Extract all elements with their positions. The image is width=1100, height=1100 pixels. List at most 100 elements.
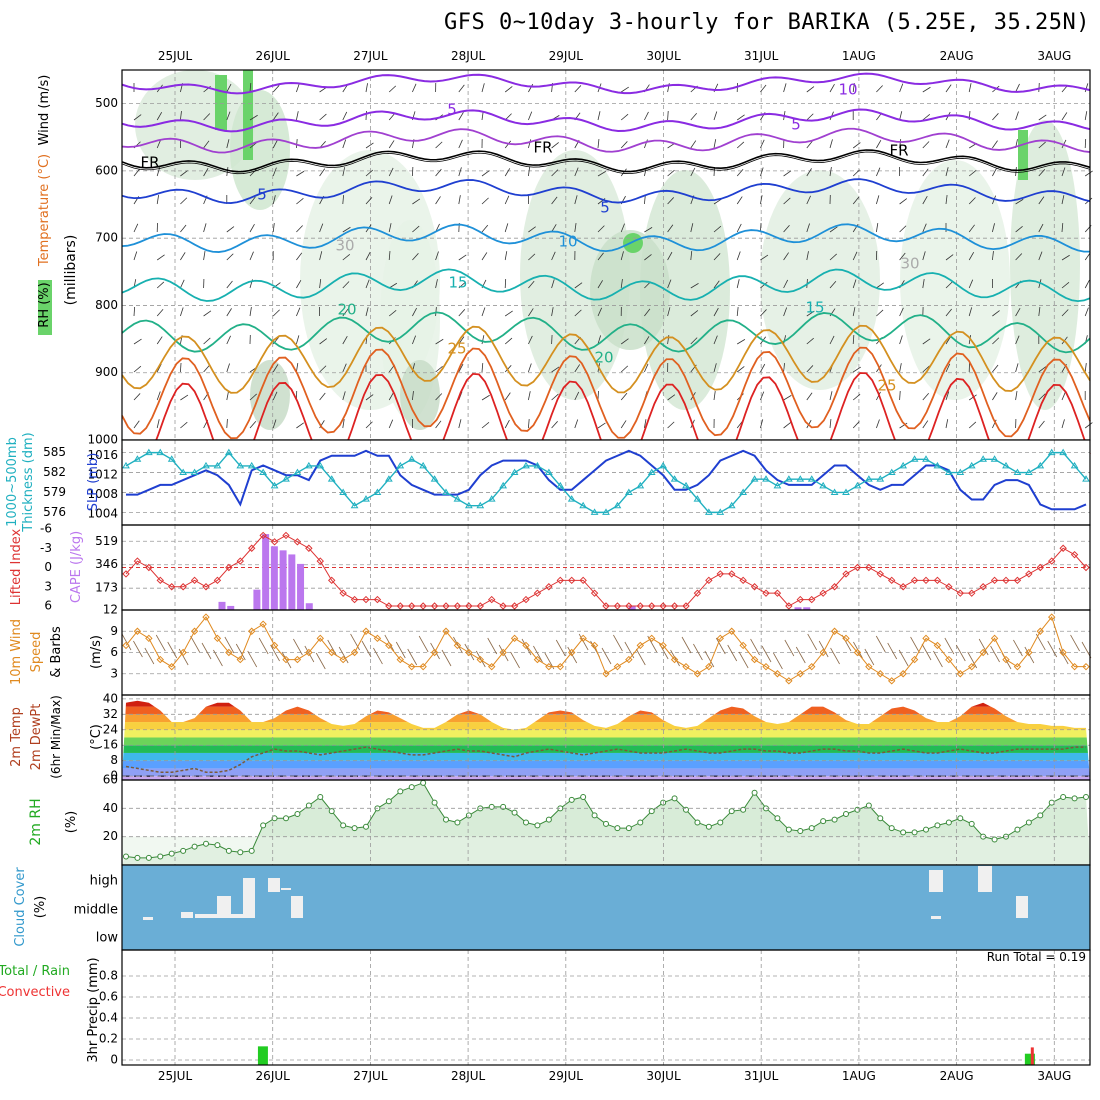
wind-barb (690, 223, 694, 233)
wind-barb (133, 393, 141, 401)
wind-barb (296, 198, 304, 205)
thickness-point (259, 468, 268, 476)
wind-barb (1038, 196, 1045, 205)
wind-barb (736, 196, 743, 205)
wind-barb (156, 281, 165, 289)
cloud-block (217, 896, 231, 918)
thickness-point (579, 501, 588, 509)
wind-barb (272, 85, 280, 93)
cape-bar (227, 605, 235, 610)
wind-barb (319, 338, 328, 345)
wind-barb (968, 197, 976, 205)
wind-barb (528, 111, 533, 121)
wind-barb (481, 224, 489, 233)
wind-barb (435, 306, 437, 317)
lifted-index-point (225, 563, 233, 572)
wind-barb (899, 335, 903, 345)
wind-barb (899, 252, 906, 261)
wind-barb (412, 83, 417, 93)
axis-label: (m/s) (89, 635, 104, 669)
wind-barb-10m (224, 636, 235, 654)
temp-band (122, 729, 1090, 738)
wind-barb (1038, 223, 1044, 233)
wind-barb (412, 198, 421, 205)
wind-barb (180, 111, 182, 121)
wind-barb (342, 336, 348, 345)
wind-barb (203, 337, 211, 345)
wind-barb (296, 111, 299, 121)
lifted-index-point (1048, 557, 1056, 565)
wind-barb-10m (453, 636, 463, 654)
wind-barb (1061, 112, 1068, 121)
wind-barb (620, 141, 628, 149)
wind-barb (481, 307, 486, 317)
wind-barb-10m (830, 647, 840, 665)
tick-label: 60 (103, 773, 118, 787)
wind-barb (249, 307, 252, 317)
lifted-index-point (282, 531, 290, 540)
lifted-index-point (339, 589, 347, 597)
wind-barb (922, 141, 930, 149)
lifted-index-point (636, 602, 644, 610)
lifted-index-point (488, 595, 496, 604)
wind-speed-point (762, 662, 770, 671)
wind-barb (992, 310, 1000, 317)
wind-barb (504, 223, 509, 233)
wind-barb (574, 167, 579, 177)
wind-barb (922, 392, 930, 401)
wind-barb (829, 139, 833, 149)
wind-speed-point (122, 641, 130, 650)
thickness-point (967, 461, 976, 469)
rh-point (157, 853, 164, 860)
wind-speed-point (259, 620, 267, 628)
wind-speed-point (396, 655, 404, 664)
wind-barb (852, 366, 861, 373)
wind-barb (644, 336, 650, 345)
wind-barb-10m (693, 643, 703, 661)
axis-label: Lifted Index (9, 528, 24, 605)
wind-barb (922, 279, 925, 289)
wind-barb (574, 85, 582, 93)
lifted-index-point (453, 602, 462, 610)
wind-barb (272, 391, 278, 401)
lifted-index-point (796, 595, 804, 604)
wind-barb (504, 419, 510, 429)
wind-barb-10m (521, 638, 532, 656)
wind-barb (1015, 226, 1023, 233)
wind-barb (203, 251, 206, 261)
wind-barb (922, 86, 931, 93)
lifted-index-point (1002, 576, 1010, 585)
wind-barb (528, 139, 532, 149)
wind-barb (922, 420, 929, 429)
rh-point (945, 819, 952, 826)
wind-barb (1038, 366, 1047, 373)
wind-barb (156, 391, 161, 401)
temp-band (122, 722, 1090, 730)
wind-barb (296, 363, 299, 373)
temp-band (122, 737, 1090, 746)
wind-barb (156, 112, 163, 121)
wind-barb (783, 279, 789, 289)
contour-label: 5 (791, 116, 801, 134)
wind-barb (713, 139, 717, 149)
contour-label: FR (533, 139, 552, 157)
wind-barb (365, 169, 374, 177)
tick-label: 579 (43, 485, 66, 499)
cape-bar (218, 601, 226, 610)
date-label-top: 29JUL (549, 49, 584, 63)
wind-speed-point (693, 670, 702, 678)
temp-contour-25 (121, 324, 1091, 394)
wind-barb (342, 167, 346, 177)
wind-barb (597, 111, 601, 121)
wind-barb (319, 392, 326, 401)
wind-barb (806, 195, 811, 205)
wind-barb-10m (933, 650, 943, 668)
wind-barb (945, 391, 950, 401)
rh-point (431, 799, 438, 806)
wind-barb (968, 252, 975, 261)
wind-barb (783, 335, 787, 345)
wind-barb (783, 363, 785, 373)
wind-speed-point (362, 627, 370, 635)
wind-speed-point (579, 634, 587, 643)
wind-barb-10m (235, 643, 246, 661)
